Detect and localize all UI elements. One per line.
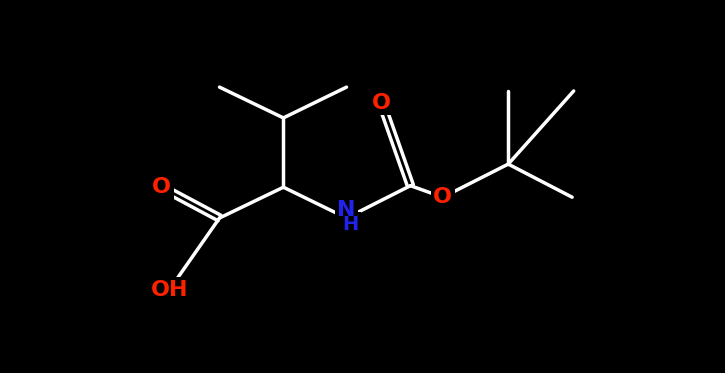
Text: H: H — [342, 215, 358, 233]
Text: O: O — [372, 93, 391, 113]
Text: N: N — [337, 200, 356, 220]
Text: N: N — [337, 200, 356, 220]
Text: O: O — [434, 187, 452, 207]
Text: O: O — [372, 93, 391, 113]
Text: H: H — [342, 215, 358, 233]
Text: O: O — [152, 177, 171, 197]
Text: OH: OH — [151, 280, 188, 300]
Text: O: O — [152, 177, 171, 197]
Text: OH: OH — [151, 280, 188, 300]
Text: O: O — [434, 187, 452, 207]
